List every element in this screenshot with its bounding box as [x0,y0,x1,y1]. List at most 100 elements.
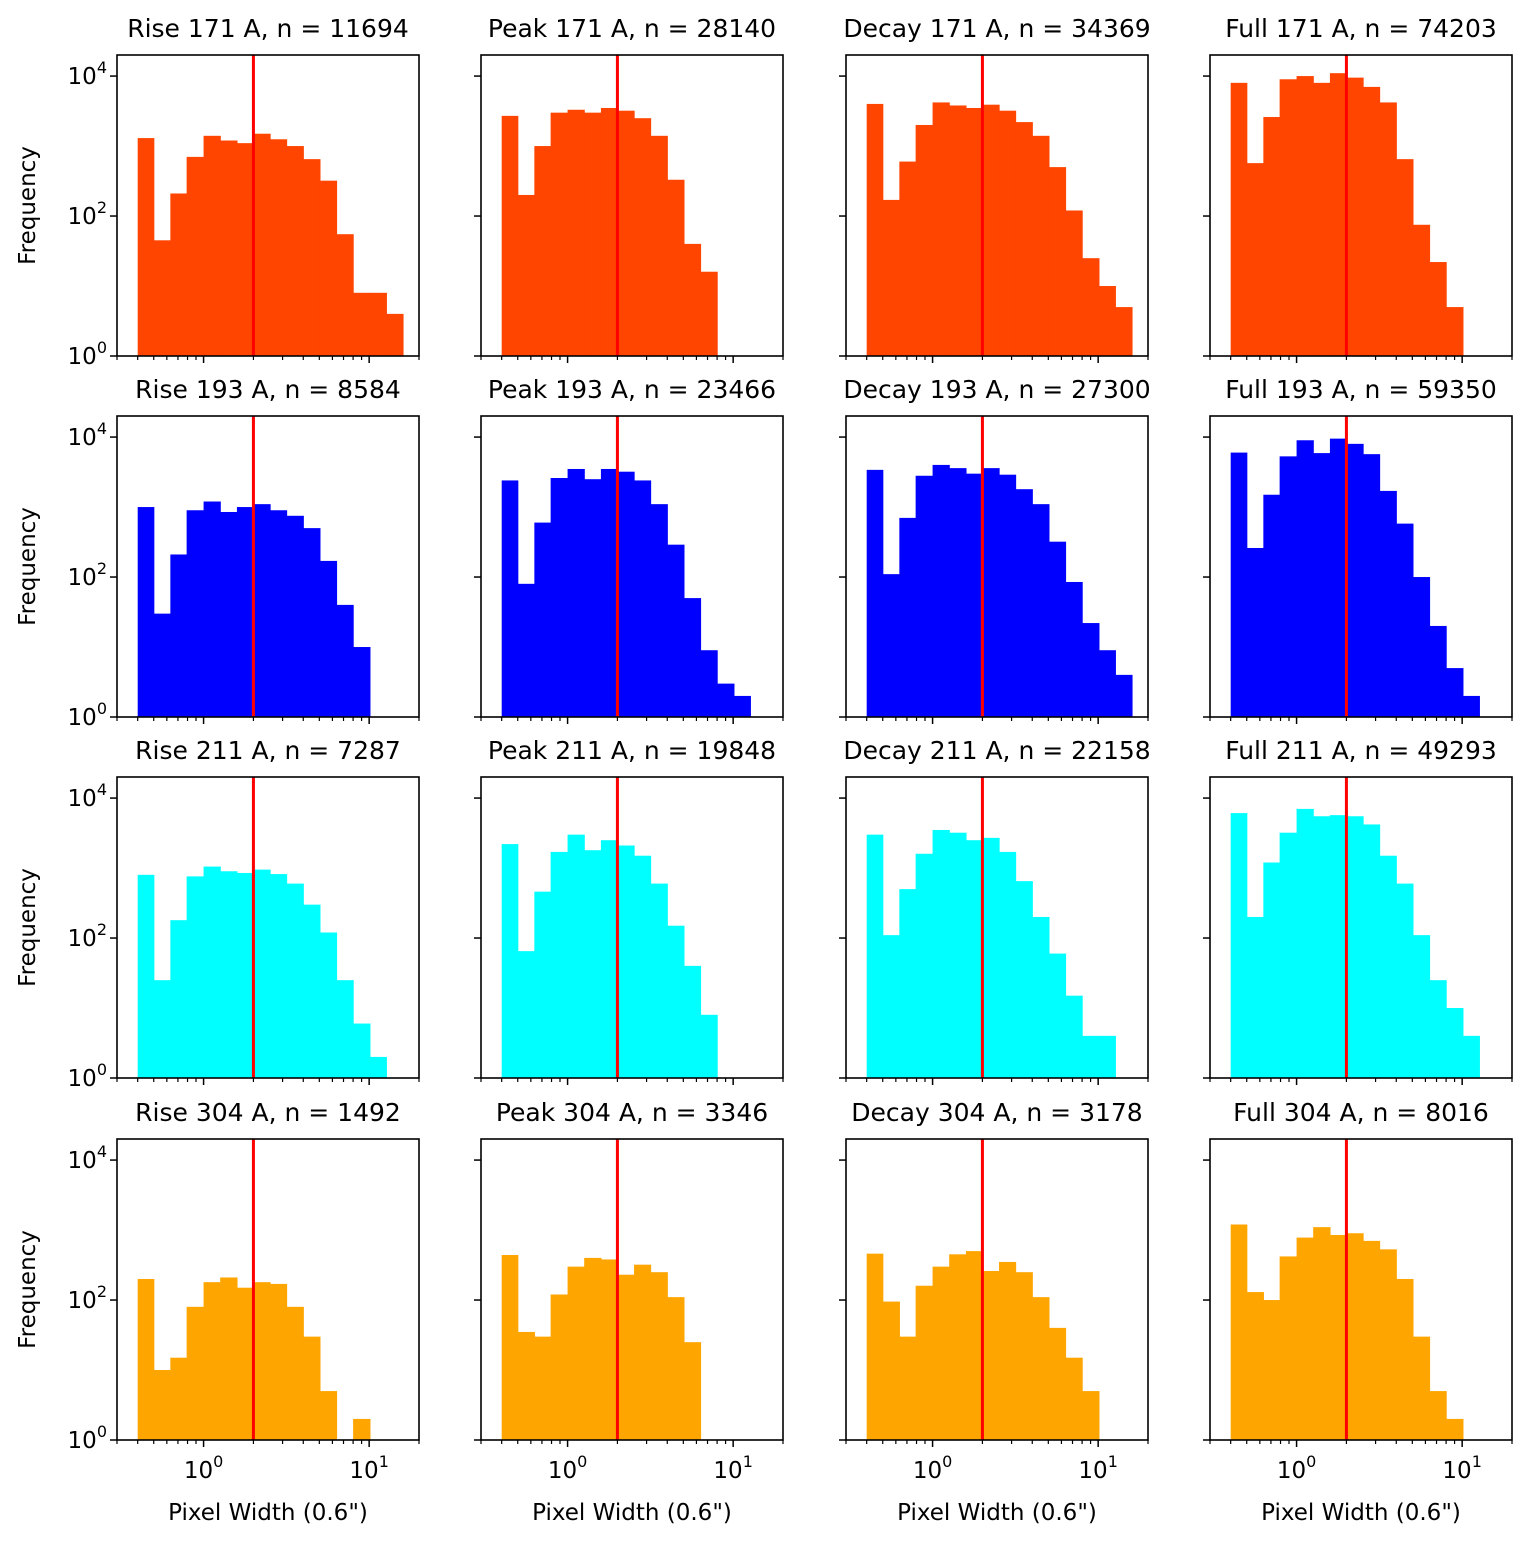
panel-title: Decay 304 A, n = 3178 [851,1098,1142,1127]
histogram-bar [1230,452,1248,717]
x-tick-label: 101 [1442,1452,1481,1484]
histogram-bar [336,980,354,1078]
histogram-bar [634,118,652,356]
histogram-bar [899,1336,917,1440]
histogram-bar [1263,1300,1281,1440]
histogram-bar [1412,577,1431,717]
histogram-bar [650,1272,668,1440]
histogram-bar [1412,1336,1431,1440]
histogram-bar [1429,1391,1447,1440]
histogram-panel-8: Full 193 A, n = 59350 [1203,375,1513,724]
histogram-bar [700,1014,718,1078]
y-tick-label-exponent: 2 [97,920,107,939]
y-tick-label-exponent: 2 [97,198,107,217]
histogram-bar [1048,541,1067,717]
histogram-bar [270,1283,288,1440]
histogram-bar [286,883,304,1078]
histogram-bar [982,104,1000,356]
x-tick-label-exponent: 0 [577,1452,587,1471]
histogram-bar [965,107,984,356]
x-tick-label-exponent: 0 [1306,1452,1316,1471]
histogram-bar [1065,581,1083,717]
histogram-bar [700,650,718,717]
histogram-bar [1412,224,1431,356]
panel-title: Full 304 A, n = 8016 [1233,1098,1489,1127]
y-tick-label: 104 [68,780,107,812]
histogram-bar [203,135,221,356]
histogram-bar [1329,73,1348,357]
histogram-bar [501,844,519,1078]
panel-title: Full 211 A, n = 49293 [1225,736,1497,765]
histogram-bar [982,468,1000,717]
panel-title: Decay 193 A, n = 27300 [843,375,1150,404]
histogram-bar [1346,443,1364,717]
histogram-bar [1246,1292,1264,1440]
histogram-bar [600,1259,619,1440]
histogram-bar [1032,916,1050,1078]
histogram-bar [584,479,602,717]
y-tick-label: 104 [68,58,107,90]
histogram-bar [534,1336,552,1440]
histogram-bar [650,504,668,717]
y-axis-label: Frequency [15,146,41,265]
histogram-bar [501,480,519,717]
histogram-bar [915,475,934,717]
histogram-bar [1313,1227,1331,1440]
histogram-bar [170,1357,188,1440]
x-tick-label-mantissa: 10 [713,1458,742,1484]
histogram-bar [1429,625,1447,717]
histogram-bar [634,480,652,717]
x-tick-label: 101 [713,1452,752,1484]
histogram-bar [220,511,238,717]
histogram-bar [617,1274,635,1440]
histogram-bar [253,133,271,356]
x-tick-label: 100 [548,1452,587,1484]
x-tick-label-mantissa: 10 [349,1458,378,1484]
panel-title: Full 193 A, n = 59350 [1225,375,1497,404]
histogram-bar [353,1023,371,1078]
x-axis-label: Pixel Width (0.6") [532,1500,732,1526]
histogram-bar [1246,547,1264,717]
histogram-bar [600,107,619,356]
histogram-bar [550,1294,569,1440]
histogram-bar [683,1342,702,1440]
histogram-bar [567,1266,585,1440]
histogram-bar [303,1336,321,1440]
histogram-bar [550,851,569,1078]
histogram-bar [1363,1240,1381,1440]
x-tick-label: 101 [349,1452,388,1484]
histogram-bar [353,647,371,717]
histogram-bar [1015,881,1033,1078]
histogram-bar [1263,862,1281,1078]
panel-title: Rise 304 A, n = 1492 [135,1098,401,1127]
histogram-bar [1329,438,1348,717]
histogram-bar [1379,1249,1397,1440]
histogram-bar [137,874,155,1078]
histogram-bar [1082,1035,1100,1078]
y-axis-label: Frequency [15,507,41,626]
histogram-bar [932,829,950,1078]
histogram-bar [650,135,668,356]
histogram-bar [999,1261,1017,1440]
axes-frame [480,54,784,357]
y-tick-label: 100 [68,699,107,731]
y-tick-label: 100 [68,1422,107,1454]
histogram-bar [932,1266,950,1440]
y-tick-label-mantissa: 10 [68,1148,97,1174]
histogram-bar [1446,307,1464,356]
histogram-bar [1082,1391,1100,1440]
histogram-bar [1279,832,1298,1078]
histogram-bar [319,932,338,1078]
y-tick-label: 102 [68,920,107,952]
histogram-bar [617,471,635,717]
y-tick-label-mantissa: 10 [68,786,97,812]
histogram-bar [1048,167,1067,356]
y-tick-label-mantissa: 10 [68,64,97,90]
histogram-bar [1346,1233,1364,1440]
histogram-bar [253,1282,271,1440]
x-tick-label-exponent: 0 [213,1452,223,1471]
y-tick-label-exponent: 0 [97,338,107,357]
